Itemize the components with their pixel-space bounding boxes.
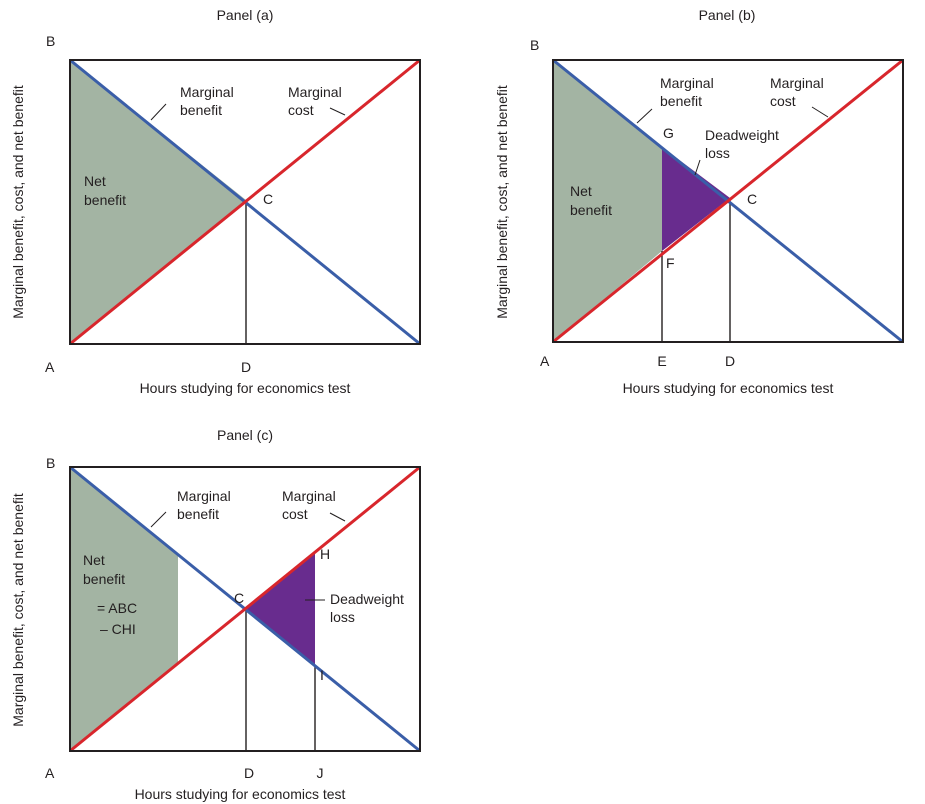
panel-b-point-g: G (663, 125, 674, 141)
panel-c-net-benefit-area (70, 467, 178, 751)
panel-c-mb-label: Marginal benefit (177, 488, 235, 522)
panel-b-point-c: C (747, 191, 757, 207)
panel-b: Panel (b) Marginal benefit Marginal cost… (494, 7, 904, 396)
panel-b-point-f: F (666, 255, 675, 271)
panel-c-x-axis-label: Hours studying for economics test (135, 786, 346, 802)
panel-a-marginal-cost-curve (69, 58, 421, 346)
panel-b-marginal-cost-curve (552, 58, 904, 344)
panel-c-point-c: C (234, 590, 244, 606)
panel-c-title: Panel (c) (217, 427, 273, 443)
panel-a-point-b: B (46, 33, 55, 49)
panel-a-net-benefit-area (70, 60, 246, 344)
panel-b-y-axis-label: Marginal benefit, cost, and net benefit (494, 85, 510, 319)
panel-b-mb-leader (636, 108, 653, 124)
panel-a-mb-label: Marginal benefit (180, 84, 238, 118)
panel-a-mc-leader (329, 107, 346, 116)
panel-b-point-d: D (725, 353, 735, 369)
panel-c-net-benefit-label: Net benefit = ABC – CHI (83, 552, 141, 637)
panel-a-point-c: C (263, 191, 273, 207)
panel-c-point-a: A (45, 765, 55, 781)
panel-a-y-axis-label: Marginal benefit, cost, and net benefit (10, 85, 26, 319)
panel-c-plot-frame (69, 466, 421, 752)
panel-c-point-d: D (244, 765, 254, 781)
panel-b-mc-leader (811, 106, 829, 118)
panel-b-net-benefit-area (553, 60, 662, 342)
panel-c-dwl-label: Deadweight loss (330, 591, 408, 625)
panel-b-x-axis-label: Hours studying for economics test (623, 380, 834, 396)
panel-c-point-j: J (317, 765, 324, 781)
panel-b-net-benefit-label: Net benefit (570, 183, 612, 218)
panel-a-title: Panel (a) (217, 7, 274, 23)
panel-a-point-d: D (241, 359, 251, 375)
panel-c-mc-leader (329, 512, 346, 522)
panel-a: Panel (a) Marginal benefit Marginal cost… (10, 7, 421, 396)
panel-b-point-b: B (530, 37, 539, 53)
panel-b-plot-frame (552, 59, 904, 343)
panel-b-dwl-label: Deadweight loss (705, 127, 783, 161)
panel-a-mb-leader (150, 103, 167, 121)
panel-a-plot-frame (69, 59, 421, 345)
panel-b-point-e: E (657, 353, 666, 369)
panel-b-deadweight-loss-area (662, 147, 730, 251)
panel-a-x-axis-label: Hours studying for economics test (140, 380, 351, 396)
panel-c-y-axis-label: Marginal benefit, cost, and net benefit (10, 493, 26, 727)
panel-b-mb-label: Marginal benefit (660, 75, 718, 109)
panel-c-mc-label: Marginal cost (282, 488, 340, 522)
panel-b-title: Panel (b) (699, 7, 756, 23)
panel-c-marginal-cost-curve (69, 465, 421, 753)
panel-c-point-h: H (320, 546, 330, 562)
panel-b-mc-label: Marginal cost (770, 75, 828, 109)
panel-a-point-a: A (45, 359, 55, 375)
panel-c-point-b: B (46, 455, 55, 471)
panel-b-dwl-leader (694, 159, 701, 176)
panel-a-net-benefit-label: Net benefit (84, 173, 126, 208)
panel-c-point-i: I (320, 667, 324, 683)
panel-c-mb-leader (150, 511, 167, 528)
panel-a-mc-label: Marginal cost (288, 84, 346, 118)
panel-c: Panel (c) Marginal benefit Marginal cost… (10, 427, 421, 802)
panel-b-point-a: A (540, 353, 550, 369)
panel-c-deadweight-loss-area (246, 553, 315, 665)
